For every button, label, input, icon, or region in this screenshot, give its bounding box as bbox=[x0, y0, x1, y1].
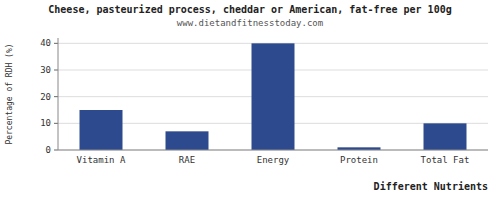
x-axis-line bbox=[58, 150, 488, 151]
y-axis-line bbox=[58, 38, 59, 150]
bar bbox=[424, 123, 467, 150]
y-tick bbox=[54, 43, 58, 44]
grid bbox=[58, 43, 488, 150]
chart-container: Cheese, pasteurized process, cheddar or … bbox=[0, 0, 500, 200]
y-tick-label: 20 bbox=[40, 92, 51, 102]
chart: Cheese, pasteurized process, cheddar or … bbox=[0, 0, 500, 200]
y-tick bbox=[54, 96, 58, 97]
bar bbox=[252, 43, 295, 150]
bars bbox=[80, 43, 467, 150]
y-tick bbox=[54, 123, 58, 124]
bar bbox=[166, 131, 209, 150]
bar bbox=[80, 110, 123, 150]
y-tick-label: 0 bbox=[46, 145, 51, 155]
y-tick bbox=[54, 150, 58, 151]
y-axis: 0 10 20 30 40 bbox=[40, 38, 58, 155]
x-axis: Vitamin A RAE Energy Protein Total Fat bbox=[58, 150, 488, 165]
y-tick-label: 10 bbox=[40, 118, 51, 128]
y-tick bbox=[54, 70, 58, 71]
title: Cheese, pasteurized process, cheddar or … bbox=[48, 4, 451, 15]
y-tick-label: 40 bbox=[40, 38, 51, 48]
x-tick-label: RAE bbox=[179, 155, 195, 165]
y-tick-label: 30 bbox=[40, 65, 51, 75]
x-tick-label: Vitamin A bbox=[77, 155, 126, 165]
grid-line bbox=[58, 150, 488, 151]
x-tick-label: Protein bbox=[340, 155, 378, 165]
x-axis-label: Different Nutrients bbox=[374, 181, 488, 192]
x-tick-label: Total Fat bbox=[421, 155, 470, 165]
subtitle: www.dietandfitnesstoday.com bbox=[177, 18, 323, 28]
y-axis-label: Percentage of RDH (%) bbox=[5, 43, 14, 144]
x-tick-label: Energy bbox=[257, 155, 290, 165]
